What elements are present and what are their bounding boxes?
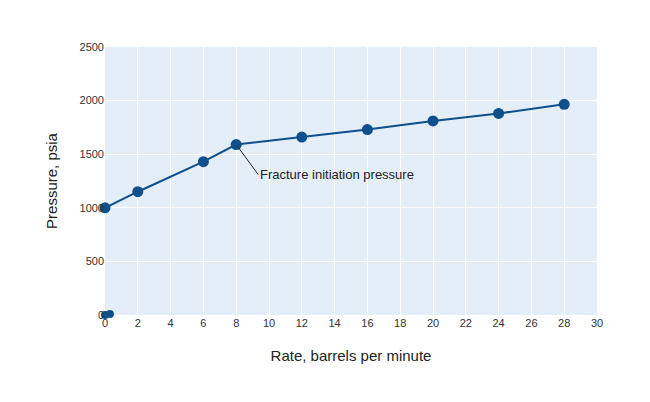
svg-text:500: 500	[86, 255, 104, 267]
svg-text:Pressure, psia: Pressure, psia	[43, 132, 60, 229]
svg-text:0: 0	[102, 317, 108, 329]
svg-text:8: 8	[233, 317, 239, 329]
svg-text:1500: 1500	[80, 148, 104, 160]
svg-text:12: 12	[296, 317, 308, 329]
svg-text:22: 22	[460, 317, 472, 329]
svg-text:14: 14	[328, 317, 340, 329]
svg-text:Rate, barrels per minute: Rate, barrels per minute	[271, 347, 432, 364]
svg-text:16: 16	[361, 317, 373, 329]
svg-text:2: 2	[135, 317, 141, 329]
svg-text:1000: 1000	[80, 202, 104, 214]
svg-text:4: 4	[168, 317, 174, 329]
svg-text:2500: 2500	[80, 41, 104, 53]
svg-text:26: 26	[525, 317, 537, 329]
svg-text:24: 24	[492, 317, 504, 329]
svg-text:2000: 2000	[80, 94, 104, 106]
svg-text:0: 0	[98, 309, 104, 321]
svg-text:28: 28	[558, 317, 570, 329]
svg-text:6: 6	[200, 317, 206, 329]
svg-text:10: 10	[263, 317, 275, 329]
svg-text:20: 20	[427, 317, 439, 329]
svg-text:18: 18	[394, 317, 406, 329]
svg-text:30: 30	[591, 317, 603, 329]
svg-text:Fracture initiation pressure: Fracture initiation pressure	[260, 167, 414, 182]
